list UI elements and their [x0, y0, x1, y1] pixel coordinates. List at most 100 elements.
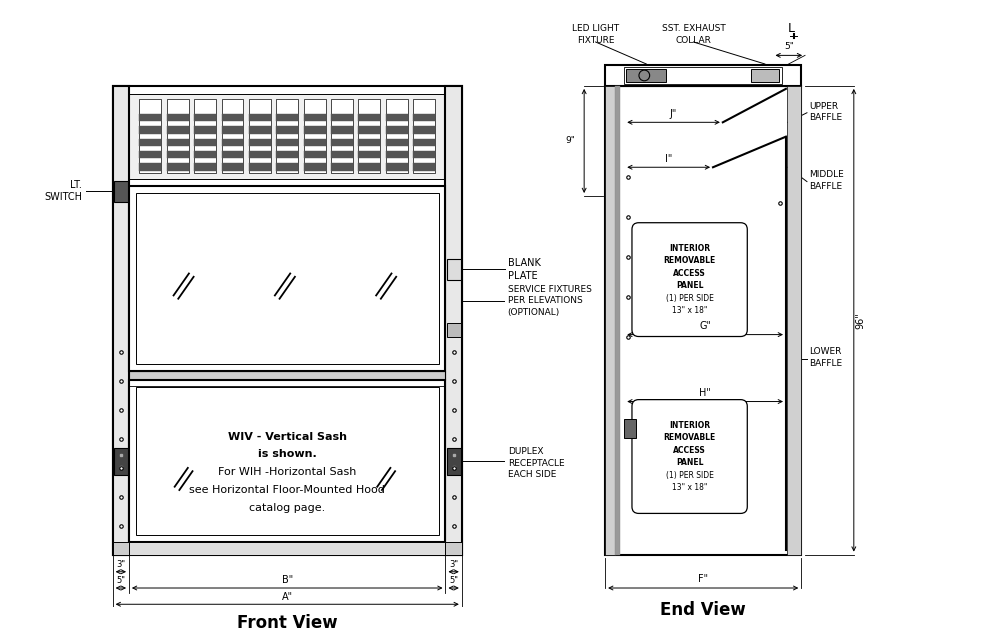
Text: BLANK: BLANK: [508, 258, 541, 267]
Bar: [605, 65, 801, 86]
Bar: [386, 126, 408, 134]
Text: PANEL: PANEL: [676, 458, 703, 467]
Bar: [358, 126, 380, 134]
Text: 5": 5": [116, 576, 125, 585]
Bar: [447, 324, 461, 337]
Bar: [605, 86, 801, 554]
Bar: [304, 138, 326, 146]
Text: 5": 5": [449, 576, 458, 585]
Bar: [358, 99, 380, 173]
Bar: [386, 114, 408, 121]
Bar: [194, 163, 216, 171]
Text: RECEPTACLE: RECEPTACLE: [508, 459, 564, 468]
Text: see Horizontal Floor-Mounted Hood: see Horizontal Floor-Mounted Hood: [189, 485, 385, 495]
Bar: [615, 86, 620, 554]
Text: REMOVABLE: REMOVABLE: [664, 434, 716, 442]
Text: PER ELEVATIONS: PER ELEVATIONS: [508, 296, 582, 305]
Bar: [139, 163, 161, 171]
Text: UPPER: UPPER: [809, 102, 838, 111]
Bar: [331, 114, 353, 121]
Bar: [114, 448, 128, 475]
Bar: [624, 419, 636, 438]
Text: SST. EXHAUST: SST. EXHAUST: [662, 24, 725, 33]
Text: SERVICE FIXTURES: SERVICE FIXTURES: [508, 284, 592, 294]
Bar: [113, 86, 462, 554]
Bar: [358, 138, 380, 146]
Text: BAFFLE: BAFFLE: [809, 359, 842, 368]
Text: A": A": [282, 592, 293, 602]
Bar: [113, 86, 129, 554]
Text: F": F": [698, 574, 708, 585]
Text: (OPTIONAL): (OPTIONAL): [508, 308, 560, 317]
Bar: [136, 193, 439, 364]
Text: End View: End View: [660, 601, 746, 619]
Text: DUPLEX: DUPLEX: [508, 447, 543, 456]
Bar: [447, 448, 461, 475]
Text: REMOVABLE: REMOVABLE: [664, 257, 716, 265]
Text: For WIH -Horizontal Sash: For WIH -Horizontal Sash: [218, 466, 356, 477]
Bar: [276, 114, 298, 121]
FancyBboxPatch shape: [632, 222, 747, 336]
Bar: [249, 151, 271, 158]
Bar: [113, 542, 462, 554]
Bar: [139, 126, 161, 134]
Text: FIXTURE: FIXTURE: [577, 35, 614, 45]
Bar: [413, 99, 435, 173]
Bar: [139, 138, 161, 146]
Text: INTERIOR: INTERIOR: [669, 244, 710, 253]
Text: SWITCH: SWITCH: [44, 192, 82, 202]
Bar: [386, 138, 408, 146]
Bar: [445, 86, 462, 554]
Bar: [386, 163, 408, 171]
Bar: [194, 126, 216, 134]
Bar: [624, 67, 782, 84]
Bar: [331, 126, 353, 134]
Bar: [139, 99, 161, 173]
Bar: [304, 99, 326, 173]
Bar: [249, 126, 271, 134]
Text: Front View: Front View: [237, 614, 338, 632]
Bar: [276, 151, 298, 158]
Bar: [129, 542, 445, 554]
Bar: [167, 163, 189, 171]
Text: is shown.: is shown.: [258, 449, 317, 459]
Bar: [304, 114, 326, 121]
Text: EACH SIDE: EACH SIDE: [508, 470, 556, 479]
Text: WIV - Vertical Sash: WIV - Vertical Sash: [228, 432, 347, 442]
Text: 9": 9": [566, 137, 576, 145]
Bar: [194, 138, 216, 146]
Text: LED LIGHT: LED LIGHT: [572, 24, 619, 33]
Bar: [222, 151, 243, 158]
Text: PLATE: PLATE: [508, 271, 537, 281]
Bar: [167, 151, 189, 158]
Bar: [358, 151, 380, 158]
Bar: [194, 151, 216, 158]
Text: L: L: [788, 22, 795, 35]
Text: I": I": [665, 154, 672, 164]
Bar: [413, 126, 435, 134]
Text: 3": 3": [116, 559, 125, 569]
Bar: [276, 163, 298, 171]
Bar: [276, 138, 298, 146]
Bar: [139, 114, 161, 121]
Bar: [413, 151, 435, 158]
Bar: [605, 86, 615, 554]
Bar: [249, 99, 271, 173]
Bar: [249, 138, 271, 146]
Bar: [304, 151, 326, 158]
Bar: [276, 126, 298, 134]
Bar: [222, 99, 243, 173]
Text: 96": 96": [856, 312, 866, 329]
Bar: [222, 126, 243, 134]
Text: 3": 3": [449, 559, 458, 569]
Bar: [194, 114, 216, 121]
Bar: [787, 86, 801, 554]
Text: PANEL: PANEL: [676, 281, 703, 290]
Text: ACCESS: ACCESS: [673, 446, 706, 455]
Bar: [249, 114, 271, 121]
Bar: [331, 99, 353, 173]
Bar: [304, 163, 326, 171]
Text: BAFFLE: BAFFLE: [809, 182, 842, 191]
Text: BAFFLE: BAFFLE: [809, 113, 842, 122]
Bar: [358, 114, 380, 121]
